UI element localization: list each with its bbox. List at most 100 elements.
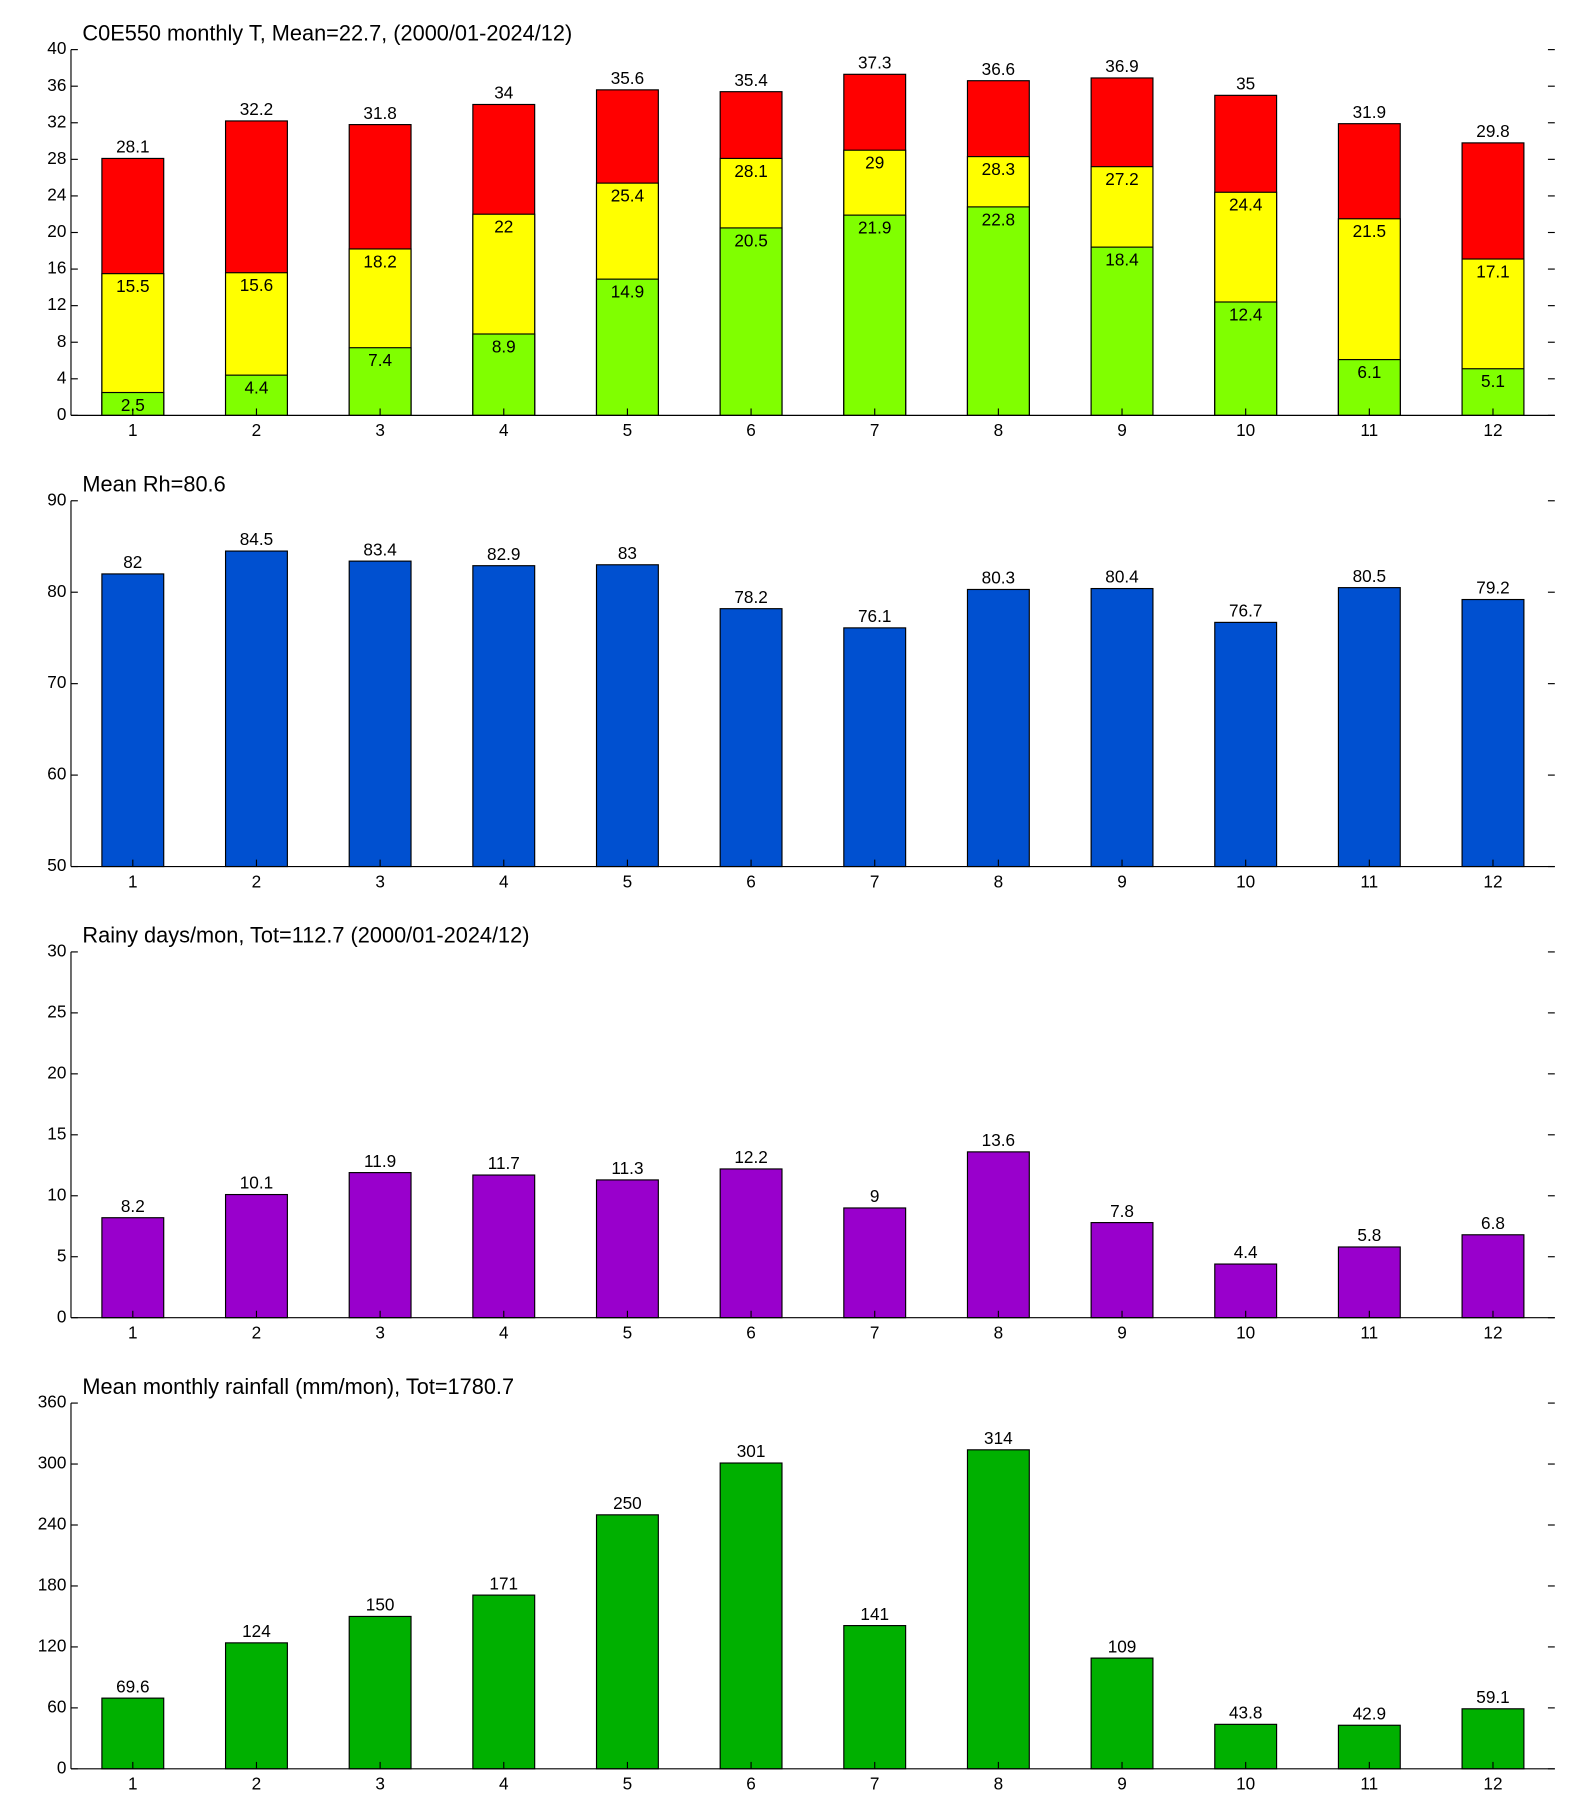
bar [101, 1697, 165, 1770]
value-label: 9 [870, 1186, 880, 1206]
x-tick-label: 12 [1483, 1774, 1502, 1794]
x-tick-label: 10 [1236, 1322, 1255, 1342]
value-label: 21.5 [1353, 221, 1386, 241]
x-tick-label: 2 [252, 1774, 262, 1794]
bar [1214, 621, 1278, 868]
value-label: 79.2 [1476, 578, 1509, 598]
value-label: 35.4 [734, 70, 768, 90]
bar [843, 214, 907, 416]
value-label: 36.9 [1105, 56, 1138, 76]
value-label: 76.7 [1229, 601, 1262, 621]
value-label: 24.4 [1229, 195, 1263, 215]
value-label: 83 [618, 543, 637, 563]
bar [101, 273, 165, 416]
x-tick-label: 11 [1360, 1774, 1378, 1794]
value-label: 80.4 [1105, 567, 1139, 587]
bar [1461, 598, 1525, 868]
chart-title: C0E550 monthly T, Mean=22.7, (2000/01-20… [82, 20, 572, 45]
value-label: 10.1 [240, 1173, 273, 1193]
x-tick-label: 4 [499, 871, 509, 891]
value-label: 12.2 [734, 1147, 767, 1167]
y-tick-label: 25 [47, 1001, 66, 1021]
x-tick-label: 6 [746, 871, 756, 891]
bar [1090, 1657, 1154, 1770]
chart-title: Mean Rh=80.6 [82, 471, 225, 496]
x-tick-label: 5 [623, 1774, 633, 1794]
bar [1461, 1234, 1525, 1319]
bar [1337, 1724, 1401, 1770]
value-label: 13.6 [982, 1130, 1015, 1150]
value-label: 14.9 [611, 281, 644, 301]
bar [595, 564, 659, 868]
bar [472, 1594, 536, 1770]
bar [966, 206, 1030, 416]
value-label: 21.9 [858, 217, 891, 237]
y-tick-label: 10 [47, 1184, 66, 1204]
y-tick-label: 90 [47, 489, 66, 509]
value-label: 7.8 [1110, 1201, 1134, 1221]
bar [348, 1615, 412, 1770]
bar [1337, 1246, 1401, 1319]
value-label: 78.2 [734, 587, 767, 607]
value-label: 59.1 [1476, 1687, 1509, 1707]
x-tick-label: 1 [128, 871, 138, 891]
value-label: 29 [865, 153, 884, 173]
value-label: 5.8 [1357, 1225, 1381, 1245]
y-tick-label: 0 [57, 1757, 67, 1777]
bar [719, 1168, 783, 1319]
y-tick-label: 50 [47, 855, 66, 875]
x-tick-label: 11 [1360, 1322, 1378, 1342]
value-label: 22.8 [982, 209, 1015, 229]
x-tick-label: 8 [994, 1774, 1004, 1794]
value-label: 250 [613, 1493, 642, 1513]
value-label: 8.9 [492, 336, 516, 356]
bar [966, 588, 1030, 868]
x-tick-label: 9 [1117, 871, 1127, 891]
x-tick-label: 7 [870, 420, 880, 440]
bar [1214, 1263, 1278, 1319]
bar [843, 627, 907, 868]
x-tick-label: 1 [128, 1322, 138, 1342]
y-tick-label: 360 [38, 1392, 67, 1412]
bar [1090, 246, 1154, 416]
x-tick-label: 7 [870, 871, 880, 891]
bar [348, 560, 412, 868]
x-tick-label: 1 [128, 420, 138, 440]
y-tick-label: 300 [38, 1453, 67, 1473]
value-label: 43.8 [1229, 1702, 1262, 1722]
bar [1461, 368, 1525, 416]
bar [843, 1625, 907, 1770]
value-label: 18.2 [363, 251, 396, 271]
x-tick-label: 7 [870, 1322, 880, 1342]
value-label: 18.4 [1105, 249, 1139, 269]
value-label: 171 [489, 1573, 518, 1593]
bar [1337, 587, 1401, 868]
value-label: 31.8 [363, 103, 396, 123]
y-tick-label: 24 [47, 184, 67, 204]
x-tick-label: 12 [1483, 1322, 1502, 1342]
value-label: 76.1 [858, 606, 891, 626]
x-tick-label: 5 [623, 871, 633, 891]
x-tick-label: 11 [1360, 420, 1378, 440]
bar [1461, 1708, 1525, 1770]
value-label: 80.5 [1353, 566, 1386, 586]
x-tick-label: 12 [1483, 871, 1502, 891]
x-tick-label: 3 [375, 1322, 385, 1342]
x-tick-label: 12 [1483, 420, 1502, 440]
bar [1090, 587, 1154, 868]
x-tick-label: 9 [1117, 1774, 1127, 1794]
value-label: 37.3 [858, 52, 891, 72]
y-tick-label: 36 [47, 75, 66, 95]
value-label: 32.2 [240, 99, 273, 119]
value-label: 4.4 [1234, 1242, 1258, 1262]
value-label: 83.4 [363, 539, 397, 559]
x-tick-label: 8 [994, 1322, 1004, 1342]
value-label: 141 [860, 1604, 889, 1624]
y-tick-label: 12 [47, 294, 66, 314]
x-tick-label: 10 [1236, 420, 1255, 440]
value-label: 6.1 [1357, 362, 1381, 382]
value-label: 28.1 [734, 161, 767, 181]
value-label: 36.6 [982, 59, 1015, 79]
bar [224, 1193, 288, 1319]
x-tick-label: 6 [746, 1774, 756, 1794]
